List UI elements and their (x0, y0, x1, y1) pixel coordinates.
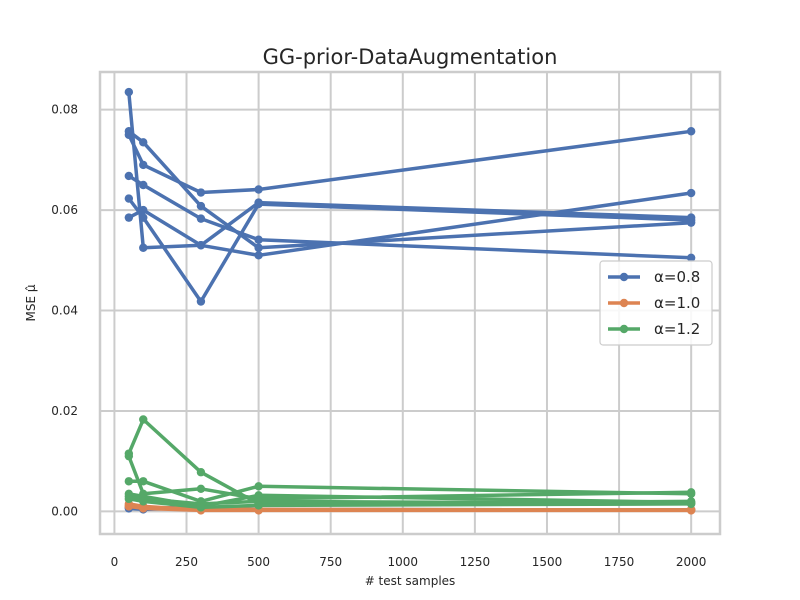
x-tick-label: 500 (247, 555, 270, 569)
data-point (196, 484, 206, 494)
data-point (124, 87, 134, 97)
data-point (196, 241, 206, 250)
y-tick-label: 0.00 (51, 504, 78, 518)
data-point (254, 251, 263, 260)
legend-marker (619, 272, 629, 282)
x-tick-label: 2000 (676, 555, 707, 569)
data-point (254, 501, 263, 510)
data-point (686, 188, 696, 198)
data-point (196, 188, 206, 197)
data-point (254, 185, 263, 194)
data-point (124, 194, 134, 203)
data-point (124, 494, 134, 504)
data-point (139, 138, 148, 147)
legend-marker (619, 324, 629, 334)
data-point (139, 477, 148, 486)
legend: α=0.8 α=1.0 α=1.2 (599, 260, 713, 346)
plot-frame (98, 70, 722, 536)
data-point (124, 130, 134, 139)
chart-title: GG-prior-DataAugmentation (263, 45, 558, 69)
data-point (686, 253, 696, 263)
x-tick-label: 1750 (604, 555, 635, 569)
data-point (686, 506, 696, 515)
y-tick-label: 0.08 (51, 103, 78, 117)
x-tick-label: 1250 (460, 555, 491, 569)
legend-label: α=1.2 (654, 320, 700, 338)
data-point (139, 205, 148, 215)
y-tick-label: 0.06 (51, 203, 78, 217)
x-tick-label: 1500 (532, 555, 563, 569)
y-axis-label: MSE μ̂ (24, 284, 38, 321)
y-tick-label: 0.02 (51, 404, 78, 418)
data-point (196, 468, 206, 477)
data-point (254, 491, 263, 500)
data-point (254, 243, 263, 252)
data-point (196, 201, 206, 211)
data-point (196, 503, 206, 512)
x-tick-label: 1000 (388, 555, 419, 569)
series-line (127, 129, 693, 195)
data-point (686, 127, 696, 136)
data-point (196, 214, 206, 223)
data-point (124, 477, 134, 486)
data-point (686, 499, 696, 509)
data-point (124, 171, 134, 181)
x-tick-label: 0 (111, 555, 119, 569)
data-point (139, 504, 148, 513)
series-lines (124, 87, 696, 515)
y-tick-labels: 0.00 0.02 0.04 0.06 0.08 (51, 103, 78, 519)
data-point (124, 213, 134, 222)
data-point (686, 489, 696, 499)
x-tick-label: 750 (319, 555, 342, 569)
data-point (254, 482, 263, 491)
x-tick-labels: 0 250 500 750 1000 1250 1500 1750 2000 (111, 555, 707, 569)
legend-box (599, 260, 713, 346)
data-point (196, 297, 206, 306)
legend-label: α=1.0 (654, 294, 700, 312)
data-point (686, 215, 696, 225)
data-point (139, 415, 148, 424)
data-point (124, 502, 134, 511)
data-point (254, 235, 263, 244)
x-axis-label: # test samples (365, 574, 456, 588)
data-point (139, 213, 148, 222)
data-point (254, 199, 263, 209)
data-point (139, 497, 148, 506)
series-line (127, 129, 693, 250)
data-point (124, 451, 134, 461)
data-point (139, 180, 148, 190)
y-tick-label: 0.04 (51, 304, 78, 318)
x-tick-label: 250 (175, 555, 198, 569)
data-point (139, 160, 148, 170)
legend-marker (619, 298, 629, 308)
data-point (139, 243, 148, 252)
legend-label: α=0.8 (654, 268, 700, 286)
